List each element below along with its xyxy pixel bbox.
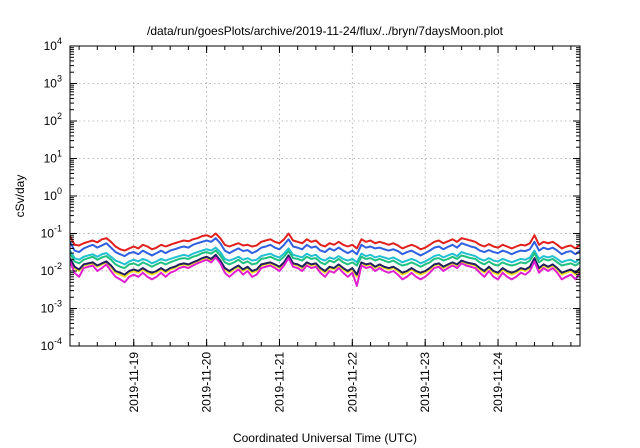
y-tick-base: 10 [41, 227, 55, 241]
y-tick-base: 10 [44, 77, 58, 91]
y-tick-exponent: 1 [57, 149, 62, 159]
series-line-2 [70, 246, 580, 266]
x-tick-label: 2019-11-23 [418, 352, 432, 413]
y-tick-label: 101 [44, 149, 62, 166]
y-tick-exponent: -2 [54, 261, 62, 271]
y-tick-label: 104 [44, 36, 62, 53]
chart-title: /data/run/goesPlots/archive/2019-11-24/f… [147, 24, 504, 38]
y-tick-base: 10 [41, 302, 55, 316]
y-tick-base: 10 [44, 189, 58, 203]
y-tick-exponent: 0 [57, 186, 62, 196]
series-line-3 [70, 249, 580, 270]
series-line-5 [70, 253, 580, 276]
series-line-6 [70, 256, 580, 287]
y-tick-exponent: -4 [54, 336, 62, 346]
series-line-0 [70, 232, 580, 252]
y-tick-label: 102 [44, 111, 62, 128]
y-tick-base: 10 [44, 114, 58, 128]
y-tick-label: 103 [44, 74, 62, 91]
x-tick-label: 2019-11-22 [345, 352, 359, 413]
y-tick-base: 10 [41, 264, 55, 278]
y-tick-exponent: 2 [57, 111, 62, 121]
x-tick-label: 2019-11-20 [200, 352, 214, 413]
series-layer [70, 232, 580, 287]
grid-lines [70, 46, 580, 346]
y-tick-exponent: -1 [54, 224, 62, 234]
y-tick-label: 10-2 [41, 261, 62, 278]
y-tick-label: 10-3 [41, 299, 62, 316]
y-tick-base: 10 [41, 339, 55, 353]
x-tick-label: 2019-11-24 [491, 352, 505, 413]
x-tick-labels: 2019-11-19 2019-11-20 2019-11-21 2019-11-22… [127, 352, 505, 413]
y-tick-exponent: 4 [57, 36, 62, 46]
x-axis-label: Coordinated Universal Time (UTC) [233, 431, 417, 445]
series-line-1 [70, 237, 580, 258]
y-tick-exponent: -3 [54, 299, 62, 309]
y-axis-label: cSv/day [13, 175, 27, 218]
x-tick-label: 2019-11-21 [272, 352, 286, 413]
axis-ticks [70, 45, 580, 347]
y-tick-base: 10 [44, 152, 58, 166]
y-tick-exponent: 3 [57, 74, 62, 84]
y-tick-label: 10-1 [41, 224, 62, 241]
y-tick-label: 10-4 [41, 336, 62, 353]
series-line-4 [70, 255, 580, 278]
x-tick-label: 2019-11-19 [127, 352, 141, 413]
y-tick-label: 100 [44, 186, 62, 203]
y-tick-base: 10 [44, 39, 58, 53]
